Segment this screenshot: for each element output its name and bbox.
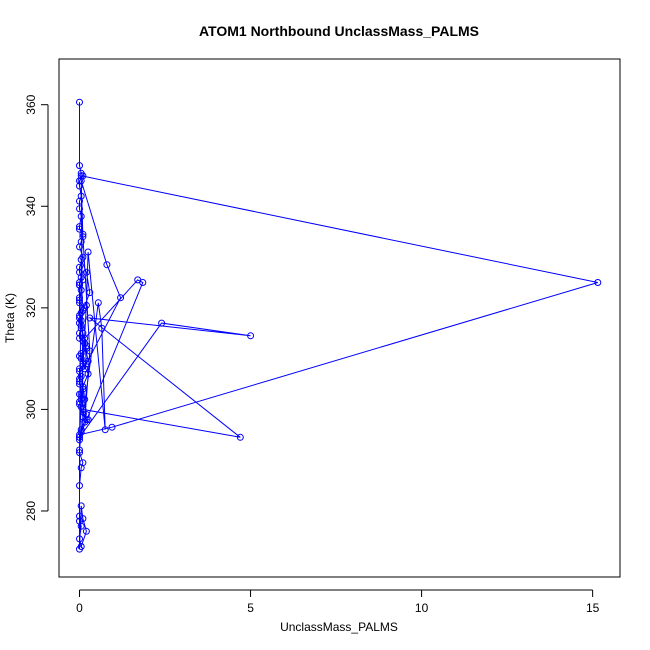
data-point (82, 268, 90, 276)
data-point (247, 332, 255, 340)
x-axis-label: UnclassMass_PALMS (280, 620, 398, 634)
y-tick-label: 320 (24, 298, 38, 318)
data-point (77, 256, 85, 264)
data-point (76, 223, 83, 231)
data-point (77, 502, 85, 510)
data-point (84, 370, 92, 378)
data-point (77, 317, 85, 324)
data-point (594, 279, 602, 286)
x-tick-label: 10 (415, 601, 429, 615)
y-tick-label: 360 (24, 94, 38, 114)
data-point (77, 212, 85, 220)
data-point (76, 98, 83, 106)
data-point (79, 515, 87, 523)
data-point (76, 398, 83, 406)
data-point (76, 281, 83, 289)
data-point (103, 261, 111, 269)
data-point (77, 324, 85, 332)
data-point (98, 324, 106, 332)
data-point (101, 426, 109, 434)
data-point (77, 522, 85, 530)
data-point (76, 205, 83, 213)
data-point (76, 162, 83, 170)
data-point (76, 263, 83, 271)
data-point (76, 296, 83, 304)
data-point (84, 248, 92, 256)
data-point (76, 436, 83, 444)
y-axis: 280 300 320 340 360 (24, 94, 49, 521)
data-point (79, 306, 87, 314)
data-point (76, 449, 83, 457)
data-point (79, 383, 87, 391)
data-point (158, 319, 166, 327)
data-point (76, 375, 83, 383)
data-point (77, 390, 85, 398)
data-point (94, 299, 102, 307)
data-point (82, 301, 90, 309)
data-point (139, 279, 147, 286)
data-point (108, 423, 116, 431)
data-point (76, 294, 83, 302)
data-point (79, 230, 87, 238)
data-point (77, 177, 85, 185)
data-point (76, 378, 83, 385)
data-point (76, 329, 83, 337)
y-axis-label: Theta (K) (3, 293, 17, 343)
data-point (77, 355, 85, 363)
data-point (86, 289, 94, 297)
data-point (76, 433, 83, 441)
data-point (77, 428, 85, 436)
x-tick-label: 0 (76, 601, 83, 615)
data-point (76, 279, 83, 286)
x-tick-label: 15 (586, 601, 600, 615)
data-point (236, 433, 244, 441)
data-point (81, 339, 89, 347)
x-tick-label: 5 (247, 601, 254, 615)
data-point (84, 357, 92, 365)
series-layer (76, 98, 602, 553)
y-tick-label: 300 (24, 399, 38, 419)
data-point (76, 299, 83, 307)
data-point (79, 413, 87, 421)
y-tick-label: 280 (24, 501, 38, 521)
data-point (86, 314, 94, 322)
data-point (76, 482, 83, 490)
data-point (77, 172, 85, 180)
data-point (117, 294, 125, 302)
data-point (82, 527, 90, 535)
data-point (76, 365, 83, 373)
data-point (76, 197, 83, 205)
data-point (77, 322, 85, 330)
series-line (78, 102, 598, 550)
data-point (76, 535, 83, 543)
y-tick-label: 340 (24, 196, 38, 216)
plot-frame (58, 58, 621, 578)
data-point (76, 225, 83, 233)
x-axis: 0 5 10 15 (76, 589, 600, 615)
data-point (86, 347, 94, 355)
chart-title: ATOM1 Northbound UnclassMass_PALMS (199, 23, 479, 39)
data-point (79, 233, 87, 241)
data-point (77, 426, 85, 434)
data-point (76, 446, 83, 454)
data-point (76, 243, 83, 251)
data-point (77, 464, 85, 472)
data-point (79, 329, 87, 337)
data-point (76, 545, 83, 553)
data-point (76, 312, 83, 319)
